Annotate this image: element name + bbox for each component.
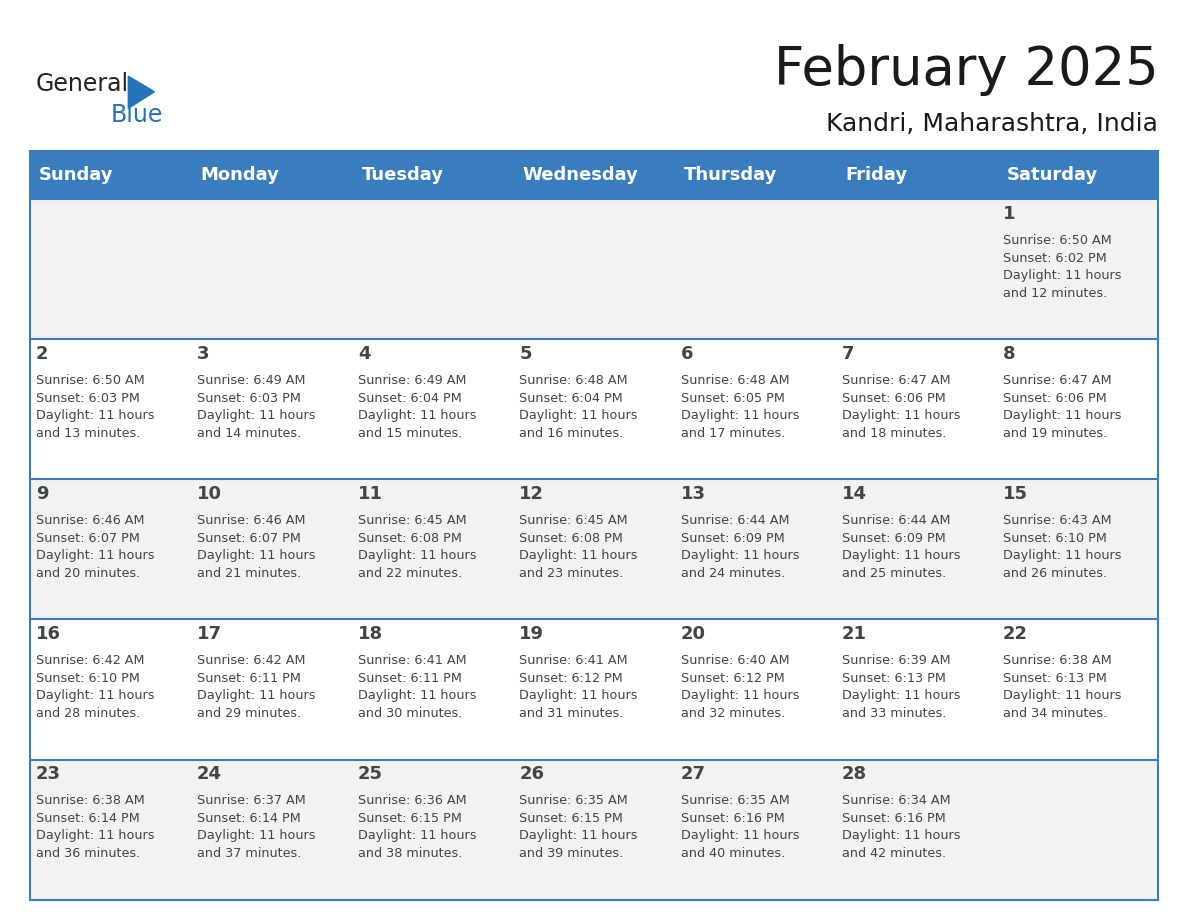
Text: Kandri, Maharashtra, India: Kandri, Maharashtra, India [827, 112, 1158, 136]
Text: Sunrise: 6:44 AM
Sunset: 6:09 PM
Daylight: 11 hours
and 25 minutes.: Sunrise: 6:44 AM Sunset: 6:09 PM Dayligh… [842, 514, 960, 580]
Text: Sunrise: 6:46 AM
Sunset: 6:07 PM
Daylight: 11 hours
and 20 minutes.: Sunrise: 6:46 AM Sunset: 6:07 PM Dayligh… [36, 514, 154, 580]
Text: 5: 5 [519, 345, 532, 363]
Text: Sunrise: 6:37 AM
Sunset: 6:14 PM
Daylight: 11 hours
and 37 minutes.: Sunrise: 6:37 AM Sunset: 6:14 PM Dayligh… [197, 794, 315, 860]
Text: Sunrise: 6:47 AM
Sunset: 6:06 PM
Daylight: 11 hours
and 18 minutes.: Sunrise: 6:47 AM Sunset: 6:06 PM Dayligh… [842, 375, 960, 440]
Text: Sunrise: 6:46 AM
Sunset: 6:07 PM
Daylight: 11 hours
and 21 minutes.: Sunrise: 6:46 AM Sunset: 6:07 PM Dayligh… [197, 514, 315, 580]
Text: Sunrise: 6:44 AM
Sunset: 6:09 PM
Daylight: 11 hours
and 24 minutes.: Sunrise: 6:44 AM Sunset: 6:09 PM Dayligh… [681, 514, 800, 580]
Text: 22: 22 [1003, 625, 1028, 643]
Text: Sunrise: 6:39 AM
Sunset: 6:13 PM
Daylight: 11 hours
and 33 minutes.: Sunrise: 6:39 AM Sunset: 6:13 PM Dayligh… [842, 655, 960, 720]
Text: Sunrise: 6:45 AM
Sunset: 6:08 PM
Daylight: 11 hours
and 23 minutes.: Sunrise: 6:45 AM Sunset: 6:08 PM Dayligh… [519, 514, 638, 580]
Text: 26: 26 [519, 765, 544, 783]
Text: Sunrise: 6:43 AM
Sunset: 6:10 PM
Daylight: 11 hours
and 26 minutes.: Sunrise: 6:43 AM Sunset: 6:10 PM Dayligh… [1003, 514, 1121, 580]
Text: Blue: Blue [110, 103, 163, 127]
Text: Wednesday: Wednesday [523, 166, 639, 185]
Text: 20: 20 [681, 625, 706, 643]
Text: Sunrise: 6:35 AM
Sunset: 6:15 PM
Daylight: 11 hours
and 39 minutes.: Sunrise: 6:35 AM Sunset: 6:15 PM Dayligh… [519, 794, 638, 860]
Bar [30, 620, 1158, 759]
Text: Sunrise: 6:41 AM
Sunset: 6:12 PM
Daylight: 11 hours
and 31 minutes.: Sunrise: 6:41 AM Sunset: 6:12 PM Dayligh… [519, 655, 638, 720]
Text: 10: 10 [197, 485, 222, 503]
Text: Sunrise: 6:40 AM
Sunset: 6:12 PM
Daylight: 11 hours
and 32 minutes.: Sunrise: 6:40 AM Sunset: 6:12 PM Dayligh… [681, 655, 800, 720]
Text: Sunrise: 6:35 AM
Sunset: 6:16 PM
Daylight: 11 hours
and 40 minutes.: Sunrise: 6:35 AM Sunset: 6:16 PM Dayligh… [681, 794, 800, 860]
Text: 15: 15 [1003, 485, 1028, 503]
Text: Sunrise: 6:36 AM
Sunset: 6:15 PM
Daylight: 11 hours
and 38 minutes.: Sunrise: 6:36 AM Sunset: 6:15 PM Dayligh… [358, 794, 476, 860]
Text: Sunrise: 6:41 AM
Sunset: 6:11 PM
Daylight: 11 hours
and 30 minutes.: Sunrise: 6:41 AM Sunset: 6:11 PM Dayligh… [358, 655, 476, 720]
Text: Thursday: Thursday [684, 166, 777, 185]
Text: Sunrise: 6:50 AM
Sunset: 6:03 PM
Daylight: 11 hours
and 13 minutes.: Sunrise: 6:50 AM Sunset: 6:03 PM Dayligh… [36, 375, 154, 440]
Text: Sunrise: 6:42 AM
Sunset: 6:11 PM
Daylight: 11 hours
and 29 minutes.: Sunrise: 6:42 AM Sunset: 6:11 PM Dayligh… [197, 655, 315, 720]
Text: Friday: Friday [846, 166, 908, 185]
Text: Sunrise: 6:49 AM
Sunset: 6:04 PM
Daylight: 11 hours
and 15 minutes.: Sunrise: 6:49 AM Sunset: 6:04 PM Dayligh… [358, 375, 476, 440]
Text: Sunday: Sunday [39, 166, 114, 185]
Text: Sunrise: 6:48 AM
Sunset: 6:04 PM
Daylight: 11 hours
and 16 minutes.: Sunrise: 6:48 AM Sunset: 6:04 PM Dayligh… [519, 375, 638, 440]
Text: 14: 14 [842, 485, 867, 503]
Text: Sunrise: 6:49 AM
Sunset: 6:03 PM
Daylight: 11 hours
and 14 minutes.: Sunrise: 6:49 AM Sunset: 6:03 PM Dayligh… [197, 375, 315, 440]
Text: Sunrise: 6:42 AM
Sunset: 6:10 PM
Daylight: 11 hours
and 28 minutes.: Sunrise: 6:42 AM Sunset: 6:10 PM Dayligh… [36, 655, 154, 720]
Polygon shape [128, 76, 154, 108]
Bar [30, 479, 1158, 620]
Text: Sunrise: 6:50 AM
Sunset: 6:02 PM
Daylight: 11 hours
and 12 minutes.: Sunrise: 6:50 AM Sunset: 6:02 PM Dayligh… [1003, 234, 1121, 299]
Text: 11: 11 [358, 485, 383, 503]
Text: Saturday: Saturday [1006, 166, 1098, 185]
Bar [30, 340, 1158, 479]
Text: General: General [36, 73, 128, 96]
Text: 16: 16 [36, 625, 61, 643]
Text: 6: 6 [681, 345, 693, 363]
Text: 7: 7 [842, 345, 854, 363]
Bar [30, 151, 1158, 199]
Text: 13: 13 [681, 485, 706, 503]
Text: 24: 24 [197, 765, 222, 783]
Text: Sunrise: 6:38 AM
Sunset: 6:14 PM
Daylight: 11 hours
and 36 minutes.: Sunrise: 6:38 AM Sunset: 6:14 PM Dayligh… [36, 794, 154, 860]
Text: 4: 4 [358, 345, 371, 363]
Text: 8: 8 [1003, 345, 1016, 363]
Text: 3: 3 [197, 345, 209, 363]
Text: Tuesday: Tuesday [361, 166, 443, 185]
Text: 25: 25 [358, 765, 383, 783]
Bar [30, 759, 1158, 900]
Bar [30, 199, 1158, 340]
Text: Sunrise: 6:45 AM
Sunset: 6:08 PM
Daylight: 11 hours
and 22 minutes.: Sunrise: 6:45 AM Sunset: 6:08 PM Dayligh… [358, 514, 476, 580]
Text: 21: 21 [842, 625, 867, 643]
Text: Sunrise: 6:34 AM
Sunset: 6:16 PM
Daylight: 11 hours
and 42 minutes.: Sunrise: 6:34 AM Sunset: 6:16 PM Dayligh… [842, 794, 960, 860]
Text: Sunrise: 6:47 AM
Sunset: 6:06 PM
Daylight: 11 hours
and 19 minutes.: Sunrise: 6:47 AM Sunset: 6:06 PM Dayligh… [1003, 375, 1121, 440]
Text: 17: 17 [197, 625, 222, 643]
Text: February 2025: February 2025 [773, 44, 1158, 96]
Text: 27: 27 [681, 765, 706, 783]
Text: 2: 2 [36, 345, 49, 363]
Text: 12: 12 [519, 485, 544, 503]
Text: 18: 18 [358, 625, 384, 643]
Text: 1: 1 [1003, 205, 1016, 223]
Text: 9: 9 [36, 485, 49, 503]
Text: 23: 23 [36, 765, 61, 783]
Text: 19: 19 [519, 625, 544, 643]
Text: Sunrise: 6:38 AM
Sunset: 6:13 PM
Daylight: 11 hours
and 34 minutes.: Sunrise: 6:38 AM Sunset: 6:13 PM Dayligh… [1003, 655, 1121, 720]
Text: 28: 28 [842, 765, 867, 783]
Text: Monday: Monday [201, 166, 279, 185]
Bar [30, 151, 1158, 900]
Text: Sunrise: 6:48 AM
Sunset: 6:05 PM
Daylight: 11 hours
and 17 minutes.: Sunrise: 6:48 AM Sunset: 6:05 PM Dayligh… [681, 375, 800, 440]
